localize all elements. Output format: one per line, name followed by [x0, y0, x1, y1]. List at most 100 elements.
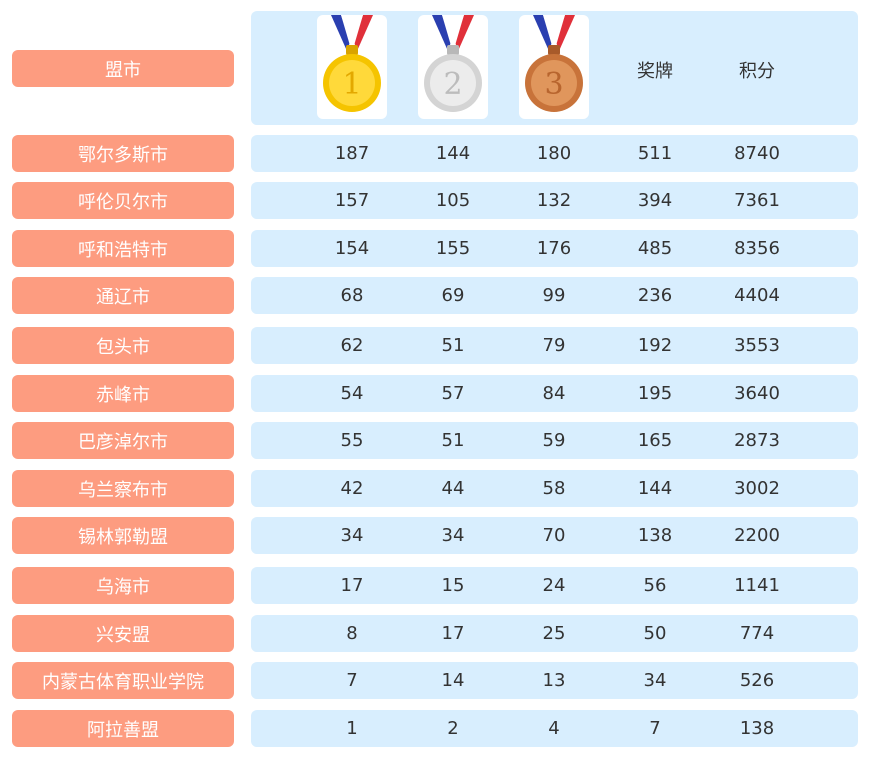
table-row: 34 34 70 138 2200 [251, 517, 858, 554]
medal-total: 236 [637, 285, 673, 306]
gold-count: 68 [340, 285, 364, 306]
table-row: 157 105 132 394 7361 [251, 182, 858, 219]
points-total: 3640 [734, 383, 780, 404]
gold-count: 157 [334, 190, 370, 211]
bronze-count: 58 [542, 478, 566, 499]
column-header-region: 盟市 [12, 50, 234, 87]
silver-count: 155 [435, 238, 471, 259]
medal-total: 138 [637, 525, 673, 546]
bronze-count: 13 [542, 670, 566, 691]
region-name: 阿拉善盟 [12, 710, 234, 747]
gold-count: 7 [346, 670, 358, 691]
medal-total: 7 [649, 718, 661, 739]
silver-medal-icon: 2 [418, 15, 488, 119]
medal-total: 165 [637, 430, 673, 451]
column-header-points: 积分 [739, 61, 775, 82]
region-name: 呼伦贝尔市 [12, 182, 234, 219]
region-name: 呼和浩特市 [12, 230, 234, 267]
medal-total: 34 [643, 670, 667, 691]
header-panel: 1 2 3 奖牌 积分 [251, 11, 858, 125]
region-name: 通辽市 [12, 277, 234, 314]
points-total: 774 [739, 623, 775, 644]
region-name: 巴彦淖尔市 [12, 422, 234, 459]
svg-text:3: 3 [544, 67, 563, 102]
points-total: 3002 [734, 478, 780, 499]
medal-total: 485 [637, 238, 673, 259]
gold-count: 8 [346, 623, 358, 644]
silver-count: 144 [435, 143, 471, 164]
points-total: 1141 [734, 575, 780, 596]
medal-total: 192 [637, 335, 673, 356]
region-name: 赤峰市 [12, 375, 234, 412]
table-row: 62 51 79 192 3553 [251, 327, 858, 364]
gold-medal-icon: 1 [317, 15, 387, 119]
table-row: 8 17 25 50 774 [251, 615, 858, 652]
gold-count: 17 [340, 575, 364, 596]
table-row: 54 57 84 195 3640 [251, 375, 858, 412]
region-name: 鄂尔多斯市 [12, 135, 234, 172]
bronze-count: 70 [542, 525, 566, 546]
gold-count: 1 [346, 718, 358, 739]
bronze-medal-icon: 3 [519, 15, 589, 119]
gold-count: 187 [334, 143, 370, 164]
silver-count: 14 [441, 670, 465, 691]
medal-total: 511 [637, 143, 673, 164]
bronze-count: 25 [542, 623, 566, 644]
silver-count: 57 [441, 383, 465, 404]
gold-count: 62 [340, 335, 364, 356]
points-total: 8740 [734, 143, 780, 164]
medal-total: 50 [643, 623, 667, 644]
table-row: 187 144 180 511 8740 [251, 135, 858, 172]
svg-text:2: 2 [443, 67, 462, 102]
bronze-count: 132 [536, 190, 572, 211]
points-total: 526 [739, 670, 775, 691]
gold-count: 42 [340, 478, 364, 499]
silver-count: 69 [441, 285, 465, 306]
silver-count: 2 [447, 718, 459, 739]
bronze-count: 24 [542, 575, 566, 596]
points-total: 138 [739, 718, 775, 739]
gold-count: 154 [334, 238, 370, 259]
gold-count: 55 [340, 430, 364, 451]
silver-count: 34 [441, 525, 465, 546]
silver-count: 44 [441, 478, 465, 499]
region-name: 乌海市 [12, 567, 234, 604]
svg-text:1: 1 [342, 67, 361, 102]
gold-count: 54 [340, 383, 364, 404]
region-name: 内蒙古体育职业学院 [12, 662, 234, 699]
bronze-count: 59 [542, 430, 566, 451]
bronze-count: 79 [542, 335, 566, 356]
table-row: 17 15 24 56 1141 [251, 567, 858, 604]
medal-total: 144 [637, 478, 673, 499]
points-total: 4404 [734, 285, 780, 306]
table-row: 42 44 58 144 3002 [251, 470, 858, 507]
bronze-count: 4 [548, 718, 560, 739]
bronze-count: 84 [542, 383, 566, 404]
column-header-medals: 奖牌 [637, 61, 673, 82]
gold-count: 34 [340, 525, 364, 546]
silver-count: 105 [435, 190, 471, 211]
silver-count: 17 [441, 623, 465, 644]
points-total: 2200 [734, 525, 780, 546]
silver-count: 15 [441, 575, 465, 596]
region-name: 乌兰察布市 [12, 470, 234, 507]
medal-total: 394 [637, 190, 673, 211]
table-row: 154 155 176 485 8356 [251, 230, 858, 267]
region-name: 锡林郭勒盟 [12, 517, 234, 554]
points-total: 8356 [734, 238, 780, 259]
points-total: 3553 [734, 335, 780, 356]
table-row: 7 14 13 34 526 [251, 662, 858, 699]
points-total: 7361 [734, 190, 780, 211]
table-row: 1 2 4 7 138 [251, 710, 858, 747]
table-row: 55 51 59 165 2873 [251, 422, 858, 459]
silver-count: 51 [441, 335, 465, 356]
bronze-count: 180 [536, 143, 572, 164]
points-total: 2873 [734, 430, 780, 451]
medal-total: 195 [637, 383, 673, 404]
medal-total: 56 [643, 575, 667, 596]
bronze-count: 176 [536, 238, 572, 259]
region-name: 兴安盟 [12, 615, 234, 652]
region-name: 包头市 [12, 327, 234, 364]
bronze-count: 99 [542, 285, 566, 306]
silver-count: 51 [441, 430, 465, 451]
